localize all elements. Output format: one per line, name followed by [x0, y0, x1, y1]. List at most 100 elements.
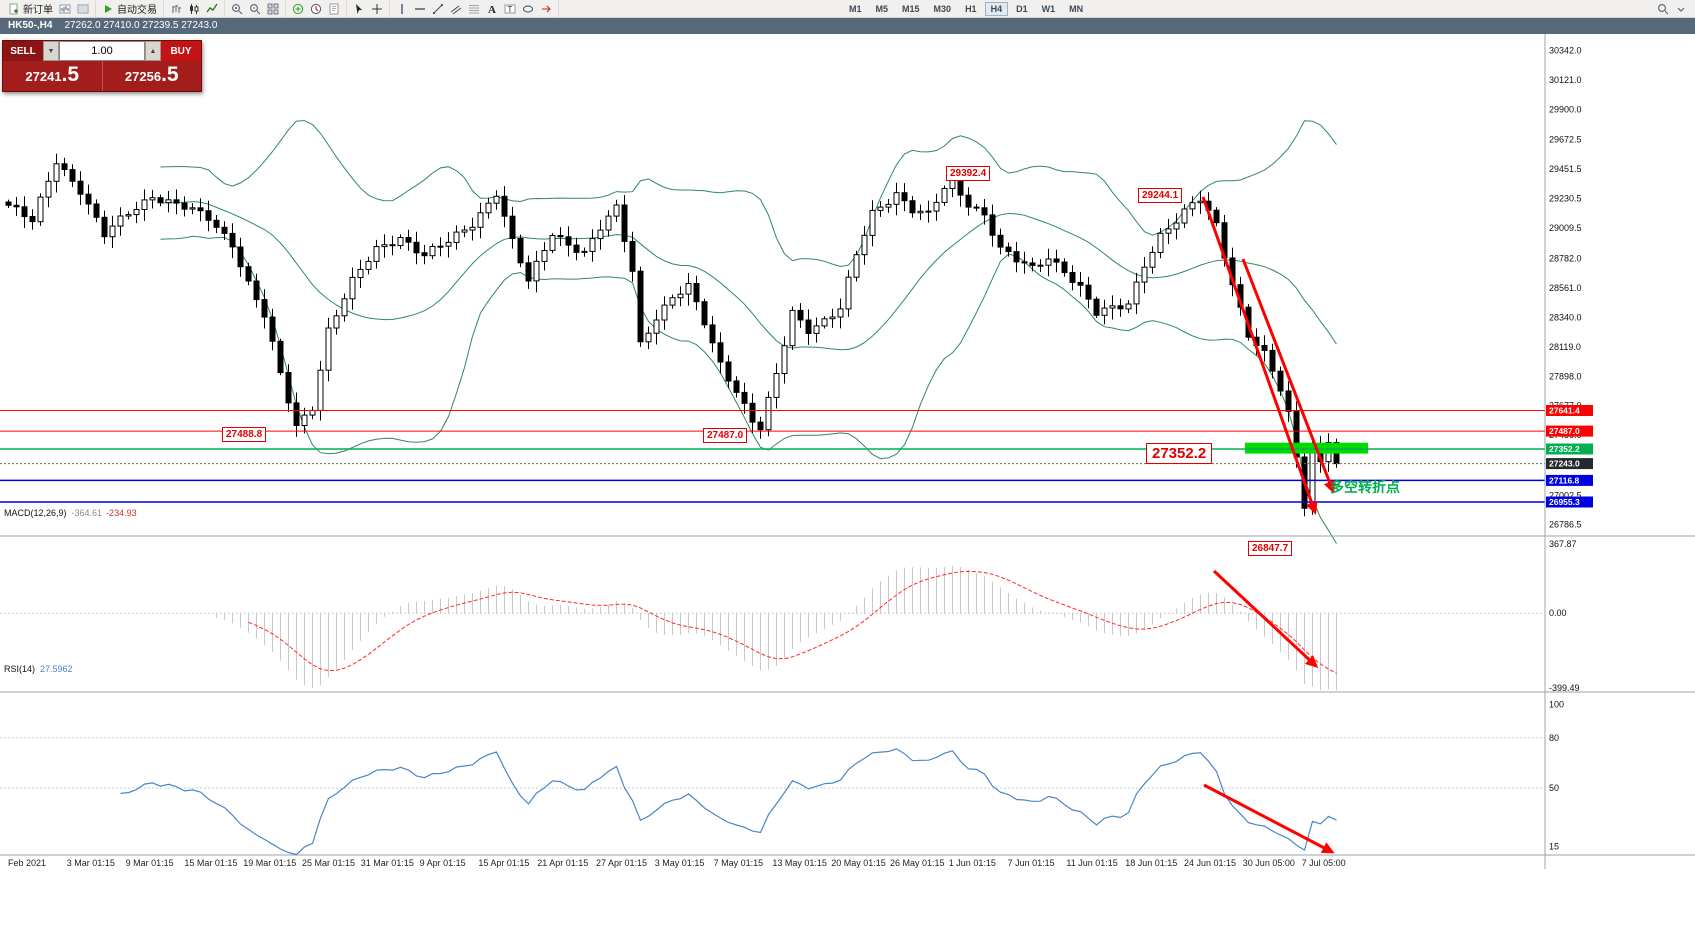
- arrows-button[interactable]: [537, 2, 555, 16]
- channel-button[interactable]: [447, 2, 465, 16]
- macd-label: MACD(12,26,9) -364.61 -234.93: [4, 508, 137, 518]
- bollinger-bands: [160, 120, 1337, 544]
- svg-text:26 May 01:15: 26 May 01:15: [890, 858, 945, 868]
- timeframe-m30-button[interactable]: M30: [933, 3, 952, 14]
- volume-down-button[interactable]: ▼: [43, 41, 59, 61]
- charts-button[interactable]: [56, 2, 74, 16]
- price-callout-label[interactable]: 29392.4: [946, 166, 991, 181]
- trendline-button[interactable]: [429, 2, 447, 16]
- chart-titlebar: HK50-,H4 27262.0 27410.0 27239.5 27243.0: [0, 17, 1695, 34]
- crosshair-button[interactable]: [368, 2, 386, 16]
- toolbar-overflow-button[interactable]: [1672, 2, 1690, 16]
- profiles-button[interactable]: [74, 2, 92, 16]
- fibonacci-button[interactable]: [465, 2, 483, 16]
- candles-icon: [190, 3, 199, 14]
- crosshair-icon: [372, 3, 382, 14]
- toolbar: 新订单 自动交易 A T M1 M5 M15 M30 H1 H4 D1 W1 MN: [0, 0, 1695, 18]
- order-group: 新订单: [2, 0, 96, 17]
- support-zone[interactable]: [1245, 442, 1368, 454]
- svg-text:28119.0: 28119.0: [1549, 342, 1581, 352]
- svg-text:29451.5: 29451.5: [1549, 164, 1582, 174]
- timeframe-mn-button[interactable]: MN: [1069, 3, 1084, 14]
- timeframe-h4-button[interactable]: H4: [984, 1, 1009, 16]
- zoom-out-button[interactable]: [246, 2, 264, 16]
- horizontal-line-button[interactable]: [411, 2, 429, 16]
- chart-area: 30342.0 30121.0 29900.0 29672.5 29451.5 29230…: [0, 34, 1695, 944]
- new-order-icon: [9, 3, 18, 14]
- price-axis[interactable]: 30342.0 30121.0 29900.0 29672.5 29451.5 29230…: [1549, 45, 1582, 529]
- arrows-icon: [542, 5, 551, 12]
- cursor-button[interactable]: [350, 2, 368, 16]
- zoom-in-icon: [232, 3, 243, 14]
- periods-button[interactable]: [307, 2, 325, 16]
- trend-arrows[interactable]: [1201, 196, 1336, 854]
- sell-button[interactable]: SELL: [3, 41, 43, 61]
- timeframe-h1-button[interactable]: H1: [965, 3, 977, 14]
- label-icon: T: [504, 4, 516, 13]
- tile-windows-button[interactable]: [264, 2, 282, 16]
- rsi-label: RSI(14) 27.5962: [4, 664, 73, 674]
- sell-price-int: 27241: [25, 69, 62, 84]
- turning-point-note[interactable]: 多空转折点: [1330, 479, 1400, 495]
- svg-text:29900.0: 29900.0: [1549, 104, 1582, 114]
- ohlc-readout: 27262.0 27410.0 27239.5 27243.0: [64, 20, 218, 31]
- svg-text:26955.3: 26955.3: [1549, 497, 1580, 507]
- timeframe-d1-button[interactable]: D1: [1016, 3, 1028, 14]
- price-callout-label[interactable]: 27352.2: [1146, 443, 1213, 464]
- price-callout-label[interactable]: 27487.0: [703, 428, 748, 443]
- periods-icon: [310, 3, 322, 14]
- text-button[interactable]: A: [483, 2, 501, 16]
- search-button[interactable]: [1654, 2, 1672, 16]
- svg-text:50: 50: [1549, 783, 1559, 793]
- tile-icon: [267, 3, 279, 14]
- panel-separators[interactable]: [0, 535, 1695, 856]
- candles-chart-button[interactable]: [185, 2, 203, 16]
- bars-icon: [172, 4, 181, 13]
- svg-text:13 May 01:15: 13 May 01:15: [772, 858, 827, 868]
- svg-text:27352.2: 27352.2: [1549, 444, 1580, 454]
- sell-price[interactable]: 27241.5: [3, 61, 102, 91]
- chart-canvas[interactable]: 30342.0 30121.0 29900.0 29672.5 29451.5 29230…: [0, 34, 1695, 944]
- one-click-trading-panel: SELL ▼ ▲ BUY 27241.5 27256.5: [2, 40, 202, 92]
- indicators-button[interactable]: [289, 2, 307, 16]
- price-callout-label[interactable]: 26847.7: [1248, 541, 1293, 556]
- shapes-button[interactable]: [519, 2, 537, 16]
- buy-price-frac: .5: [161, 63, 179, 86]
- vline-icon: [401, 3, 403, 14]
- svg-text:27116.8: 27116.8: [1549, 475, 1580, 485]
- svg-text:15: 15: [1549, 842, 1559, 852]
- svg-text:26786.5: 26786.5: [1549, 520, 1582, 530]
- bars-chart-button[interactable]: [167, 2, 185, 16]
- svg-text:-399.49: -399.49: [1549, 683, 1580, 693]
- autotrade-button[interactable]: 自动交易: [99, 0, 160, 17]
- volume-up-button[interactable]: ▲: [145, 41, 161, 61]
- templates-button[interactable]: [325, 2, 343, 16]
- time-axis[interactable]: Feb 2021 3 Mar 01:15 9 Mar 01:15 15 Mar 01:…: [8, 858, 1346, 868]
- zoom-in-button[interactable]: [228, 2, 246, 16]
- svg-text:31 Mar 01:15: 31 Mar 01:15: [361, 858, 414, 868]
- price-callout-label[interactable]: 29244.1: [1138, 188, 1183, 203]
- toolbar-right-group: [1651, 0, 1693, 17]
- vertical-line-button[interactable]: [393, 2, 411, 16]
- svg-text:7 May 01:15: 7 May 01:15: [714, 858, 764, 868]
- svg-text:A: A: [488, 4, 496, 15]
- new-order-button[interactable]: 新订单: [5, 0, 56, 17]
- text-label-button[interactable]: T: [501, 2, 519, 16]
- buy-button[interactable]: BUY: [161, 41, 201, 61]
- line-chart-button[interactable]: [203, 2, 221, 16]
- svg-text:11 Jun 01:15: 11 Jun 01:15: [1066, 858, 1117, 868]
- svg-text:27487.0: 27487.0: [1549, 426, 1580, 436]
- timeframe-w1-button[interactable]: W1: [1041, 3, 1056, 14]
- svg-text:15 Mar 01:15: 15 Mar 01:15: [184, 858, 237, 868]
- svg-text:9 Mar 01:15: 9 Mar 01:15: [126, 858, 174, 868]
- price-callout-label[interactable]: 27488.8: [222, 427, 267, 442]
- timeframe-m15-button[interactable]: M15: [902, 3, 920, 14]
- timeframe-m5-button[interactable]: M5: [875, 3, 889, 14]
- svg-text:29230.5: 29230.5: [1549, 194, 1582, 204]
- svg-text:7 Jun 01:15: 7 Jun 01:15: [1008, 858, 1055, 868]
- timeframe-m1-button[interactable]: M1: [849, 3, 862, 14]
- volume-input[interactable]: [59, 41, 145, 61]
- hline-icon: [415, 7, 425, 10]
- buy-price[interactable]: 27256.5: [101, 61, 202, 91]
